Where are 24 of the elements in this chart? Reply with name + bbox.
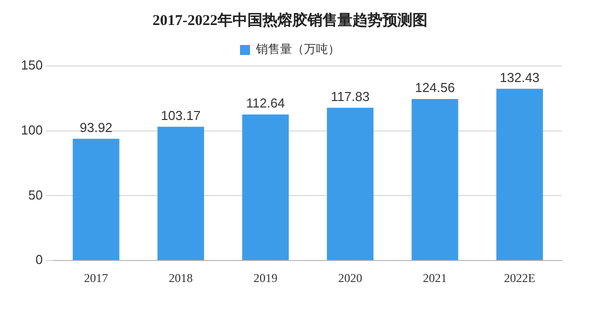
bar (412, 99, 458, 260)
bar (326, 108, 374, 260)
data-label: 124.56 (415, 80, 455, 96)
data-label: 93.92 (80, 120, 112, 135)
data-label: 103.17 (160, 108, 201, 123)
legend-label: 销售量（万吨） (255, 42, 340, 56)
x-tick-label: 2021 (422, 270, 447, 285)
x-tick-label: 2018 (168, 270, 193, 285)
x-tick-label: 2019 (253, 270, 278, 285)
y-tick-label: 100 (20, 122, 43, 138)
y-tick-label: 150 (20, 58, 43, 73)
data-label: 117.83 (330, 88, 370, 104)
bar (72, 138, 120, 260)
bar (242, 114, 289, 260)
bar (157, 126, 204, 260)
x-tick-label: 2020 (338, 270, 362, 285)
bar (496, 88, 543, 260)
data-label: 132.43 (500, 70, 540, 85)
chart-title: 2017-2022年中国热熔胶销售量趋势预测图 (152, 10, 428, 29)
y-tick-label: 0 (35, 252, 43, 268)
y-tick-label: 50 (28, 187, 43, 202)
x-tick-label: 2017 (84, 270, 108, 285)
x-tick-label: 2022E (504, 270, 536, 285)
data-label: 112.64 (246, 96, 285, 111)
